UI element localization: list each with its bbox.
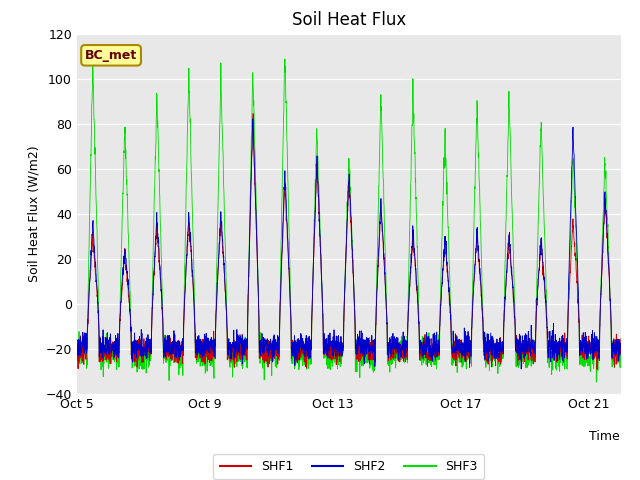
SHF3 [617, 348, 625, 354]
SHF3 [593, 379, 600, 385]
SHF1 [183, 244, 191, 250]
SHF2 [372, 315, 380, 321]
Title: Soil Heat Flux: Soil Heat Flux [292, 11, 406, 29]
X-axis label: Time: Time [589, 430, 620, 443]
SHF3 [236, 359, 244, 364]
SHF2 [190, 302, 198, 308]
SHF2 [236, 340, 244, 346]
SHF3 [73, 349, 81, 355]
SHF1 [73, 354, 81, 360]
SHF3 [281, 56, 289, 62]
SHF1 [116, 332, 124, 338]
SHF1 [593, 367, 601, 372]
Line: SHF1: SHF1 [77, 114, 621, 370]
SHF2 [249, 116, 257, 122]
SHF3 [183, 153, 191, 159]
SHF1 [502, 288, 509, 293]
SHF1 [236, 349, 244, 355]
Y-axis label: Soil Heat Flux (W/m2): Soil Heat Flux (W/m2) [27, 145, 40, 282]
SHF3 [502, 232, 509, 238]
SHF3 [190, 283, 198, 289]
SHF1 [249, 111, 257, 117]
SHF2 [116, 331, 124, 337]
Text: BC_met: BC_met [85, 49, 137, 62]
Line: SHF3: SHF3 [77, 59, 621, 382]
SHF2 [517, 366, 525, 372]
Legend: SHF1, SHF2, SHF3: SHF1, SHF2, SHF3 [213, 454, 484, 480]
SHF2 [73, 344, 81, 349]
SHF3 [372, 304, 380, 310]
SHF2 [617, 345, 625, 351]
SHF1 [617, 336, 625, 342]
SHF1 [190, 311, 198, 316]
Line: SHF2: SHF2 [77, 119, 621, 369]
SHF2 [183, 252, 191, 258]
SHF2 [502, 285, 509, 290]
SHF3 [116, 328, 124, 334]
SHF1 [372, 322, 380, 327]
